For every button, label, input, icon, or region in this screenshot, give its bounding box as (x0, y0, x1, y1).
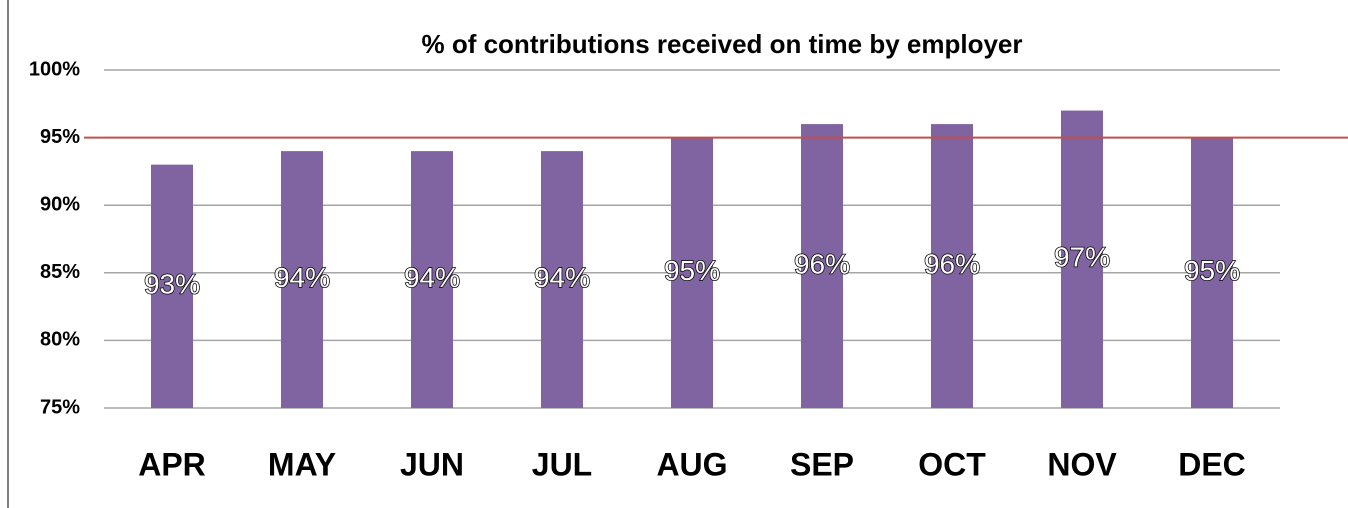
bar (931, 124, 973, 408)
x-tick-label: NOV (1047, 446, 1117, 482)
value-label: 97% (1054, 242, 1110, 273)
x-tick-label: APR (138, 446, 206, 482)
value-label: 95% (1184, 255, 1240, 286)
x-tick-label: OCT (918, 446, 986, 482)
x-tick-label: JUL (532, 446, 592, 482)
bar (1191, 137, 1233, 408)
bar (541, 151, 583, 408)
value-label: 94% (274, 262, 330, 293)
y-tick-label: 75% (40, 396, 80, 418)
value-label: 95% (664, 255, 720, 286)
y-tick-label: 80% (40, 329, 80, 351)
chart-title: % of contributions received on time by e… (421, 29, 1022, 59)
value-label: 96% (794, 248, 850, 279)
x-tick-label: MAY (268, 446, 336, 482)
value-label: 94% (534, 262, 590, 293)
bar (1061, 110, 1103, 408)
x-tick-label: AUG (656, 446, 727, 482)
y-tick-label: 90% (40, 193, 80, 215)
value-label: 93% (144, 269, 200, 300)
value-label: 96% (924, 248, 980, 279)
bar (671, 137, 713, 408)
bar (801, 124, 843, 408)
bar (411, 151, 453, 408)
value-label: 94% (404, 262, 460, 293)
bar (281, 151, 323, 408)
x-tick-label: SEP (790, 446, 854, 482)
x-tick-label: DEC (1178, 446, 1246, 482)
x-tick-label: JUN (400, 446, 464, 482)
y-tick-label: 95% (40, 126, 80, 148)
y-tick-label: 100% (29, 58, 80, 80)
bar (151, 164, 193, 408)
y-tick-label: 85% (40, 261, 80, 283)
